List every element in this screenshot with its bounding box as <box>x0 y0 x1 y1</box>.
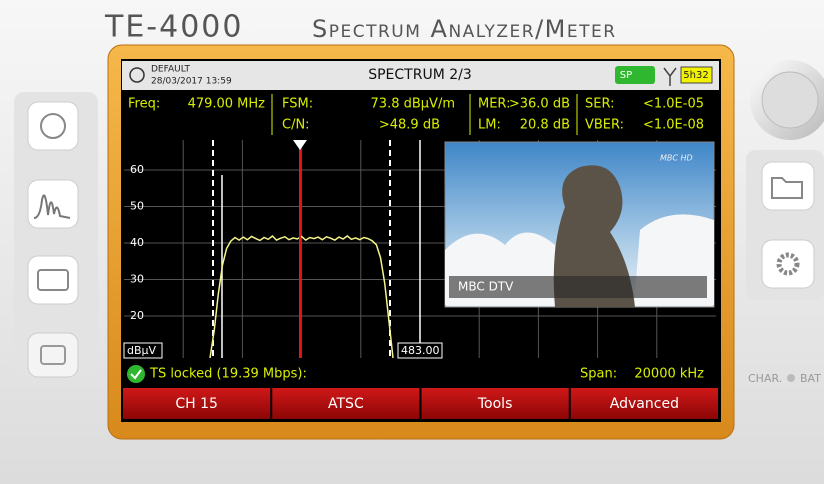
measure-value: 20.8 dB <box>520 118 570 133</box>
dividers <box>271 94 578 135</box>
battery-icon <box>680 66 713 84</box>
marker-triangle <box>293 140 307 150</box>
model: TE-4000 <box>104 10 243 45</box>
softkey[interactable] <box>570 388 718 419</box>
sp-badge <box>615 66 655 84</box>
profile: DEFAULT <box>151 65 190 75</box>
right-buttons[interactable] <box>750 60 824 289</box>
softkey-label[interactable]: Tools <box>477 396 513 412</box>
measure-value: <1.0E-05 <box>643 97 704 112</box>
y-tick-label: 50 <box>130 199 144 212</box>
left-panel <box>14 92 98 377</box>
char-label: CHAR. <box>748 372 782 385</box>
screen-title: SPECTRUM 2/3 <box>368 67 472 83</box>
measure-value: 73.8 dBµV/m <box>371 97 455 112</box>
datetime: 28/03/2017 13:59 <box>151 77 232 87</box>
softkey[interactable] <box>272 388 420 419</box>
span-label: Span: <box>580 367 617 382</box>
sp-text: SP <box>620 70 632 81</box>
footer-bar <box>122 361 719 386</box>
battery: 5h32 <box>683 70 708 81</box>
softkey-label[interactable]: CH 15 <box>175 396 218 412</box>
softkey[interactable] <box>123 388 271 419</box>
bat-label: BAT <box>800 372 821 385</box>
lock-icon <box>127 365 145 383</box>
measure-value: >36.0 dB <box>509 97 570 112</box>
measure-label: LM: <box>478 118 501 133</box>
span: 20000 kHz <box>634 367 704 382</box>
softkey-label[interactable]: ATSC <box>328 396 364 412</box>
product: Spectrum Analyzer/Meter <box>312 15 617 43</box>
measure-value: >48.9 dB <box>379 118 440 133</box>
marker-box <box>397 342 443 359</box>
y-tick-label: 40 <box>130 236 144 249</box>
measure-label: Freq: <box>128 97 160 112</box>
lock-status: TS locked (19.39 Mbps): <box>149 367 307 382</box>
unit-box <box>123 342 163 359</box>
y-tick-label: 60 <box>130 163 144 176</box>
measure-label: C/N: <box>282 118 310 133</box>
y-tick-label: 20 <box>130 309 144 322</box>
left-buttons[interactable] <box>27 101 79 378</box>
softkey[interactable] <box>421 388 569 419</box>
measure-label: VBER: <box>585 118 624 133</box>
profile-icon <box>129 67 145 83</box>
channel-name: MBC DTV <box>458 280 514 294</box>
measure-label: MER: <box>478 97 510 112</box>
video-preview <box>444 141 715 308</box>
marker-label: 483.00 <box>401 344 440 357</box>
video-logo: MBC HD <box>660 154 693 163</box>
y-tick-label: 30 <box>130 272 144 285</box>
spectrum-trace <box>209 234 394 359</box>
led <box>787 374 795 382</box>
measure-label: SER: <box>585 97 614 112</box>
antenna-icon <box>663 67 677 86</box>
unit: dBµV <box>127 344 157 357</box>
measure-value: <1.0E-08 <box>643 118 704 133</box>
softkey-label[interactable]: Advanced <box>610 396 679 412</box>
measure-value: 479.00 MHz <box>188 97 266 112</box>
measure-label: FSM: <box>282 97 313 112</box>
lock-check <box>130 369 142 380</box>
